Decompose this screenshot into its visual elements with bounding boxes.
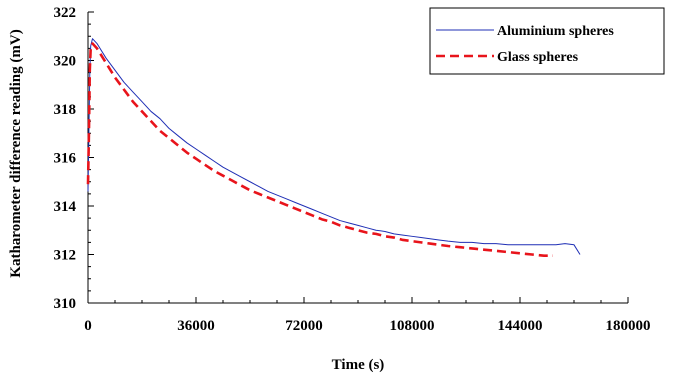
y-axis-title: Katharometer difference reading (mV): [8, 29, 24, 277]
x-tick-label: 180000: [606, 318, 651, 334]
x-ticks: 0 36000 72000 108000 144000 180000: [84, 297, 651, 334]
x-tick-label: 144000: [498, 318, 543, 334]
y-tick-label: 314: [54, 199, 77, 215]
series-line-glass: [86, 42, 553, 258]
x-axis-title: Time (s): [332, 357, 385, 373]
y-tick-label: 316: [54, 151, 77, 167]
y-tick-label: 310: [54, 296, 77, 312]
legend: Aluminium spheres Glass spheres: [429, 7, 665, 75]
series-layer: [86, 38, 581, 258]
x-tick-label: 108000: [390, 318, 435, 334]
y-tick-label: 312: [54, 248, 77, 264]
y-ticks: 310 312 314 316 318 320 322: [54, 5, 94, 312]
series-line-aluminium: [87, 38, 581, 255]
x-tick-label: 72000: [285, 318, 323, 334]
legend-box: [429, 7, 665, 75]
y-tick-label: 322: [54, 5, 77, 21]
x-tick-label: 36000: [177, 318, 215, 334]
y-tick-label: 320: [54, 54, 77, 70]
legend-label-glass: Glass spheres: [497, 50, 579, 65]
legend-label-aluminium: Aluminium spheres: [497, 24, 614, 39]
y-tick-label: 318: [54, 102, 77, 118]
x-tick-label: 0: [84, 318, 92, 334]
